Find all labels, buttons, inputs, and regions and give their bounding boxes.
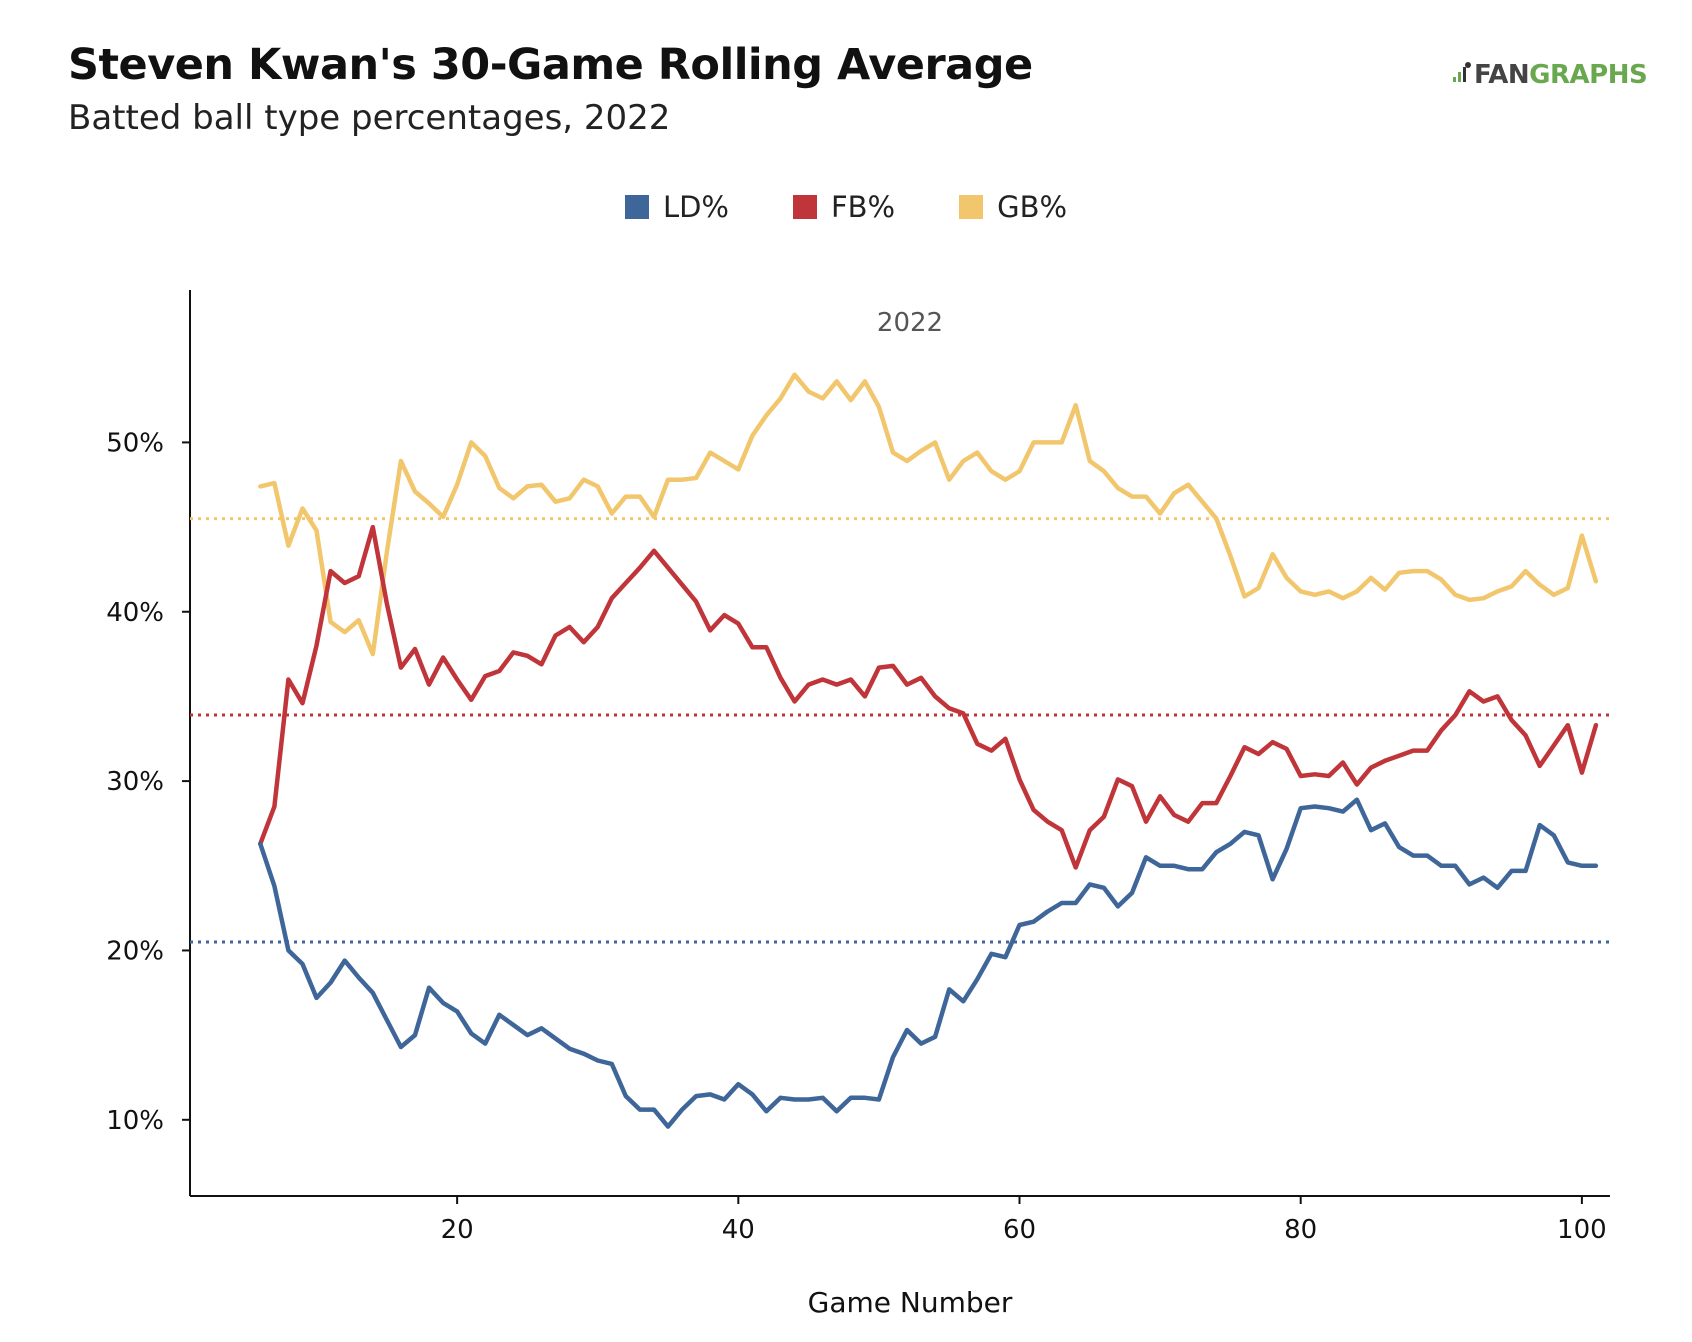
x-axis-title: Game Number [808,1286,1013,1319]
x-tick-label: 60 [1003,1215,1036,1245]
legend-swatch [792,195,817,219]
x-tick-label: 20 [441,1215,474,1245]
legend-item: LD% [624,190,729,224]
series-line-ld [258,797,1599,1129]
x-tick-label: 100 [1557,1215,1607,1245]
legend-swatch [624,195,649,219]
chart-legend: LD% FB% GB% [0,190,1692,226]
series-line-gb [258,372,1599,657]
logo-text-graphs: GRAPHS [1529,60,1648,90]
facet-label: 2022 [877,308,943,338]
chart-subtitle: Batted ball type percentages, 2022 [68,98,671,138]
y-tick-label: 30% [106,767,164,797]
logo-text-fan: FAN [1474,60,1530,90]
legend-label: FB% [830,190,896,224]
y-tick-label: 20% [106,936,164,966]
legend-item: FB% [792,190,896,224]
batter-icon [1452,60,1474,90]
y-tick-label: 10% [106,1106,164,1136]
legend-label: LD% [662,190,729,224]
y-tick-label: 40% [106,598,164,628]
fangraphs-logo: FANGRAPHS [1452,60,1648,90]
series-line-fb [258,524,1599,870]
legend-item: GB% [959,190,1067,224]
x-tick-label: 80 [1284,1215,1317,1245]
legend-label: GB% [997,190,1068,224]
legend-swatch [959,195,984,219]
y-tick-label: 50% [106,428,164,458]
x-tick-label: 40 [722,1215,755,1245]
chart-title: Steven Kwan's 30-Game Rolling Average [68,40,1033,90]
